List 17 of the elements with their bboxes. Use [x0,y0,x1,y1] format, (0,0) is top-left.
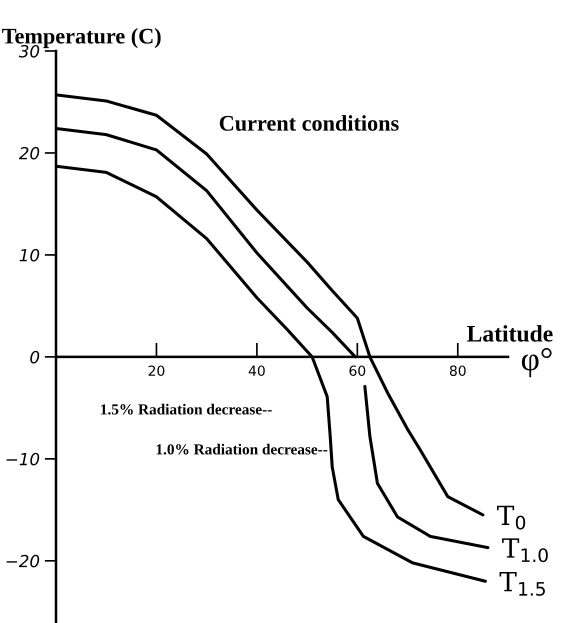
series-label: T$_{1.5}$ [500,572,545,596]
x-tick-label: 20 [148,365,164,376]
x-tick-label: 40 [248,365,265,376]
text: φ° [522,348,552,378]
annotation: 1.5% Radiation decrease-- [101,404,272,415]
annotation: Current conditions [220,115,399,131]
x-tick-label: 80 [450,365,466,376]
annotation: 1.0% Radiation decrease-- [156,444,328,455]
series-label: T$_{0}$ [497,506,526,530]
x-axis-title: Latitude [467,325,553,342]
x-tick-label: 60 [349,365,366,376]
y-tick-label: 20 [18,146,40,160]
y-tick-label: −20 [6,554,40,568]
y-tick-label: 0 [30,350,40,364]
y-tick-label: 10 [20,248,40,262]
y-tick-label: −10 [6,452,40,466]
series-label: T$_{1.0}$ [502,538,548,562]
